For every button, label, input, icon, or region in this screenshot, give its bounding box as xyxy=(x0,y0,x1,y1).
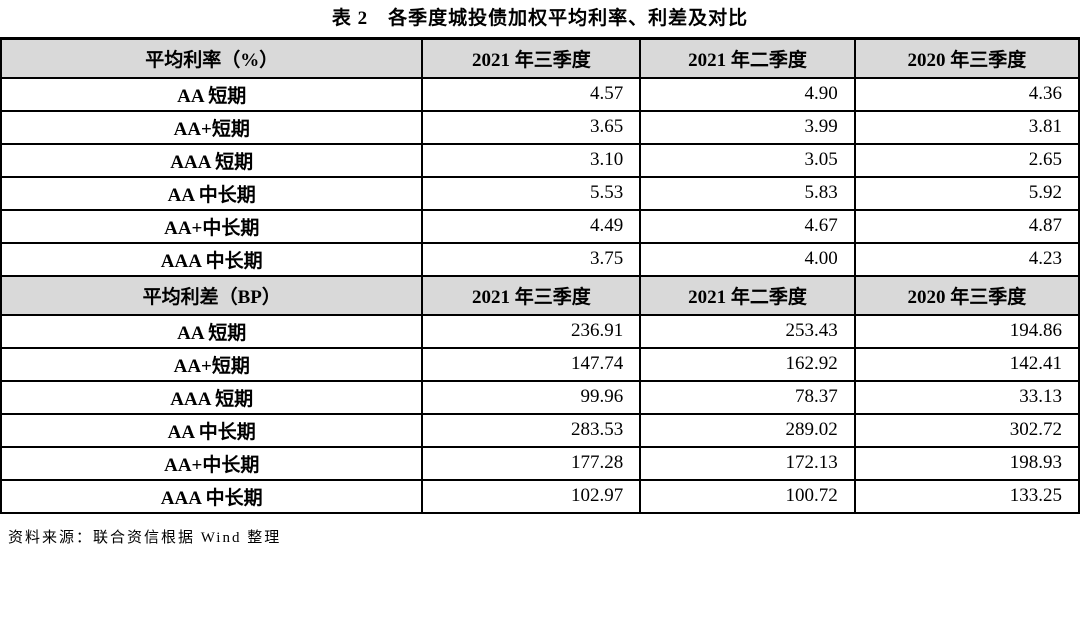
table-title: 表 2 各季度城投债加权平均利率、利差及对比 xyxy=(331,8,749,29)
row-label: AA 中长期 xyxy=(0,412,424,448)
table-row: AA+中长期 4.49 4.67 4.87 xyxy=(0,208,1080,244)
value-cell: 4.67 xyxy=(639,208,856,244)
value-cell: 4.36 xyxy=(853,76,1080,112)
value-cell: 3.65 xyxy=(421,109,642,145)
table-row: AA 短期 236.91 253.43 194.86 xyxy=(0,313,1080,349)
table-row: AAA 中长期 3.75 4.00 4.23 xyxy=(0,241,1080,277)
table-row: AAA 短期 99.96 78.37 33.13 xyxy=(0,379,1080,415)
row-label: AA+中长期 xyxy=(0,208,424,244)
value-cell: 4.00 xyxy=(639,241,856,277)
value-cell: 253.43 xyxy=(639,313,856,349)
table-row: AA+短期 3.65 3.99 3.81 xyxy=(0,109,1080,145)
value-cell: 99.96 xyxy=(421,379,642,415)
section1-header-row: 平均利率（%） 2021 年三季度 2021 年二季度 2020 年三季度 xyxy=(0,37,1080,79)
value-cell: 194.86 xyxy=(853,313,1080,349)
value-cell: 236.91 xyxy=(421,313,642,349)
value-cell: 198.93 xyxy=(853,445,1080,481)
value-cell: 283.53 xyxy=(421,412,642,448)
table-row: AAA 短期 3.10 3.05 2.65 xyxy=(0,142,1080,178)
table-row: AA 中长期 5.53 5.83 5.92 xyxy=(0,175,1080,211)
value-cell: 4.57 xyxy=(421,76,642,112)
column-header: 2021 年三季度 xyxy=(421,274,642,316)
row-label: AAA 中长期 xyxy=(0,241,424,277)
table-row: AAA 中长期 102.97 100.72 133.25 xyxy=(0,478,1080,514)
value-cell: 3.81 xyxy=(853,109,1080,145)
value-cell: 147.74 xyxy=(421,346,642,382)
column-header: 2020 年三季度 xyxy=(853,274,1080,316)
value-cell: 3.05 xyxy=(639,142,856,178)
value-cell: 177.28 xyxy=(421,445,642,481)
section2-header-label: 平均利差（BP） xyxy=(0,274,424,316)
section2-header-row: 平均利差（BP） 2021 年三季度 2021 年二季度 2020 年三季度 xyxy=(0,274,1080,316)
row-label: AA+短期 xyxy=(0,109,424,145)
value-cell: 5.92 xyxy=(853,175,1080,211)
value-cell: 100.72 xyxy=(639,478,856,514)
column-header: 2021 年三季度 xyxy=(421,37,642,79)
value-cell: 289.02 xyxy=(639,412,856,448)
value-cell: 4.49 xyxy=(421,208,642,244)
row-label: AA 短期 xyxy=(0,76,424,112)
value-cell: 33.13 xyxy=(853,379,1080,415)
table-row: AA+短期 147.74 162.92 142.41 xyxy=(0,346,1080,382)
value-cell: 3.99 xyxy=(639,109,856,145)
value-cell: 102.97 xyxy=(421,478,642,514)
value-cell: 4.87 xyxy=(853,208,1080,244)
row-label: AAA 中长期 xyxy=(0,478,424,514)
column-header: 2020 年三季度 xyxy=(853,37,1080,79)
row-label: AA 中长期 xyxy=(0,175,424,211)
value-cell: 133.25 xyxy=(853,478,1080,514)
value-cell: 172.13 xyxy=(639,445,856,481)
value-cell: 78.37 xyxy=(639,379,856,415)
table-row: AA 短期 4.57 4.90 4.36 xyxy=(0,76,1080,112)
table-row: AA 中长期 283.53 289.02 302.72 xyxy=(0,412,1080,448)
table-row: AA+中长期 177.28 172.13 198.93 xyxy=(0,445,1080,481)
row-label: AA+中长期 xyxy=(0,445,424,481)
source-note: 资料来源：联合资信根据 Wind 整理 xyxy=(8,529,282,546)
column-header: 2021 年二季度 xyxy=(639,274,856,316)
value-cell: 162.92 xyxy=(639,346,856,382)
column-header: 2021 年二季度 xyxy=(639,37,856,79)
row-label: AA+短期 xyxy=(0,346,424,382)
row-label: AA 短期 xyxy=(0,313,424,349)
value-cell: 142.41 xyxy=(853,346,1080,382)
row-label: AAA 短期 xyxy=(0,142,424,178)
rate-spread-table: 平均利率（%） 2021 年三季度 2021 年二季度 2020 年三季度 AA… xyxy=(0,37,1080,514)
value-cell: 302.72 xyxy=(853,412,1080,448)
value-cell: 3.75 xyxy=(421,241,642,277)
value-cell: 5.53 xyxy=(421,175,642,211)
value-cell: 3.10 xyxy=(421,142,642,178)
value-cell: 4.90 xyxy=(639,76,856,112)
value-cell: 5.83 xyxy=(639,175,856,211)
section1-header-label: 平均利率（%） xyxy=(0,37,424,79)
row-label: AAA 短期 xyxy=(0,379,424,415)
value-cell: 4.23 xyxy=(853,241,1080,277)
value-cell: 2.65 xyxy=(853,142,1080,178)
